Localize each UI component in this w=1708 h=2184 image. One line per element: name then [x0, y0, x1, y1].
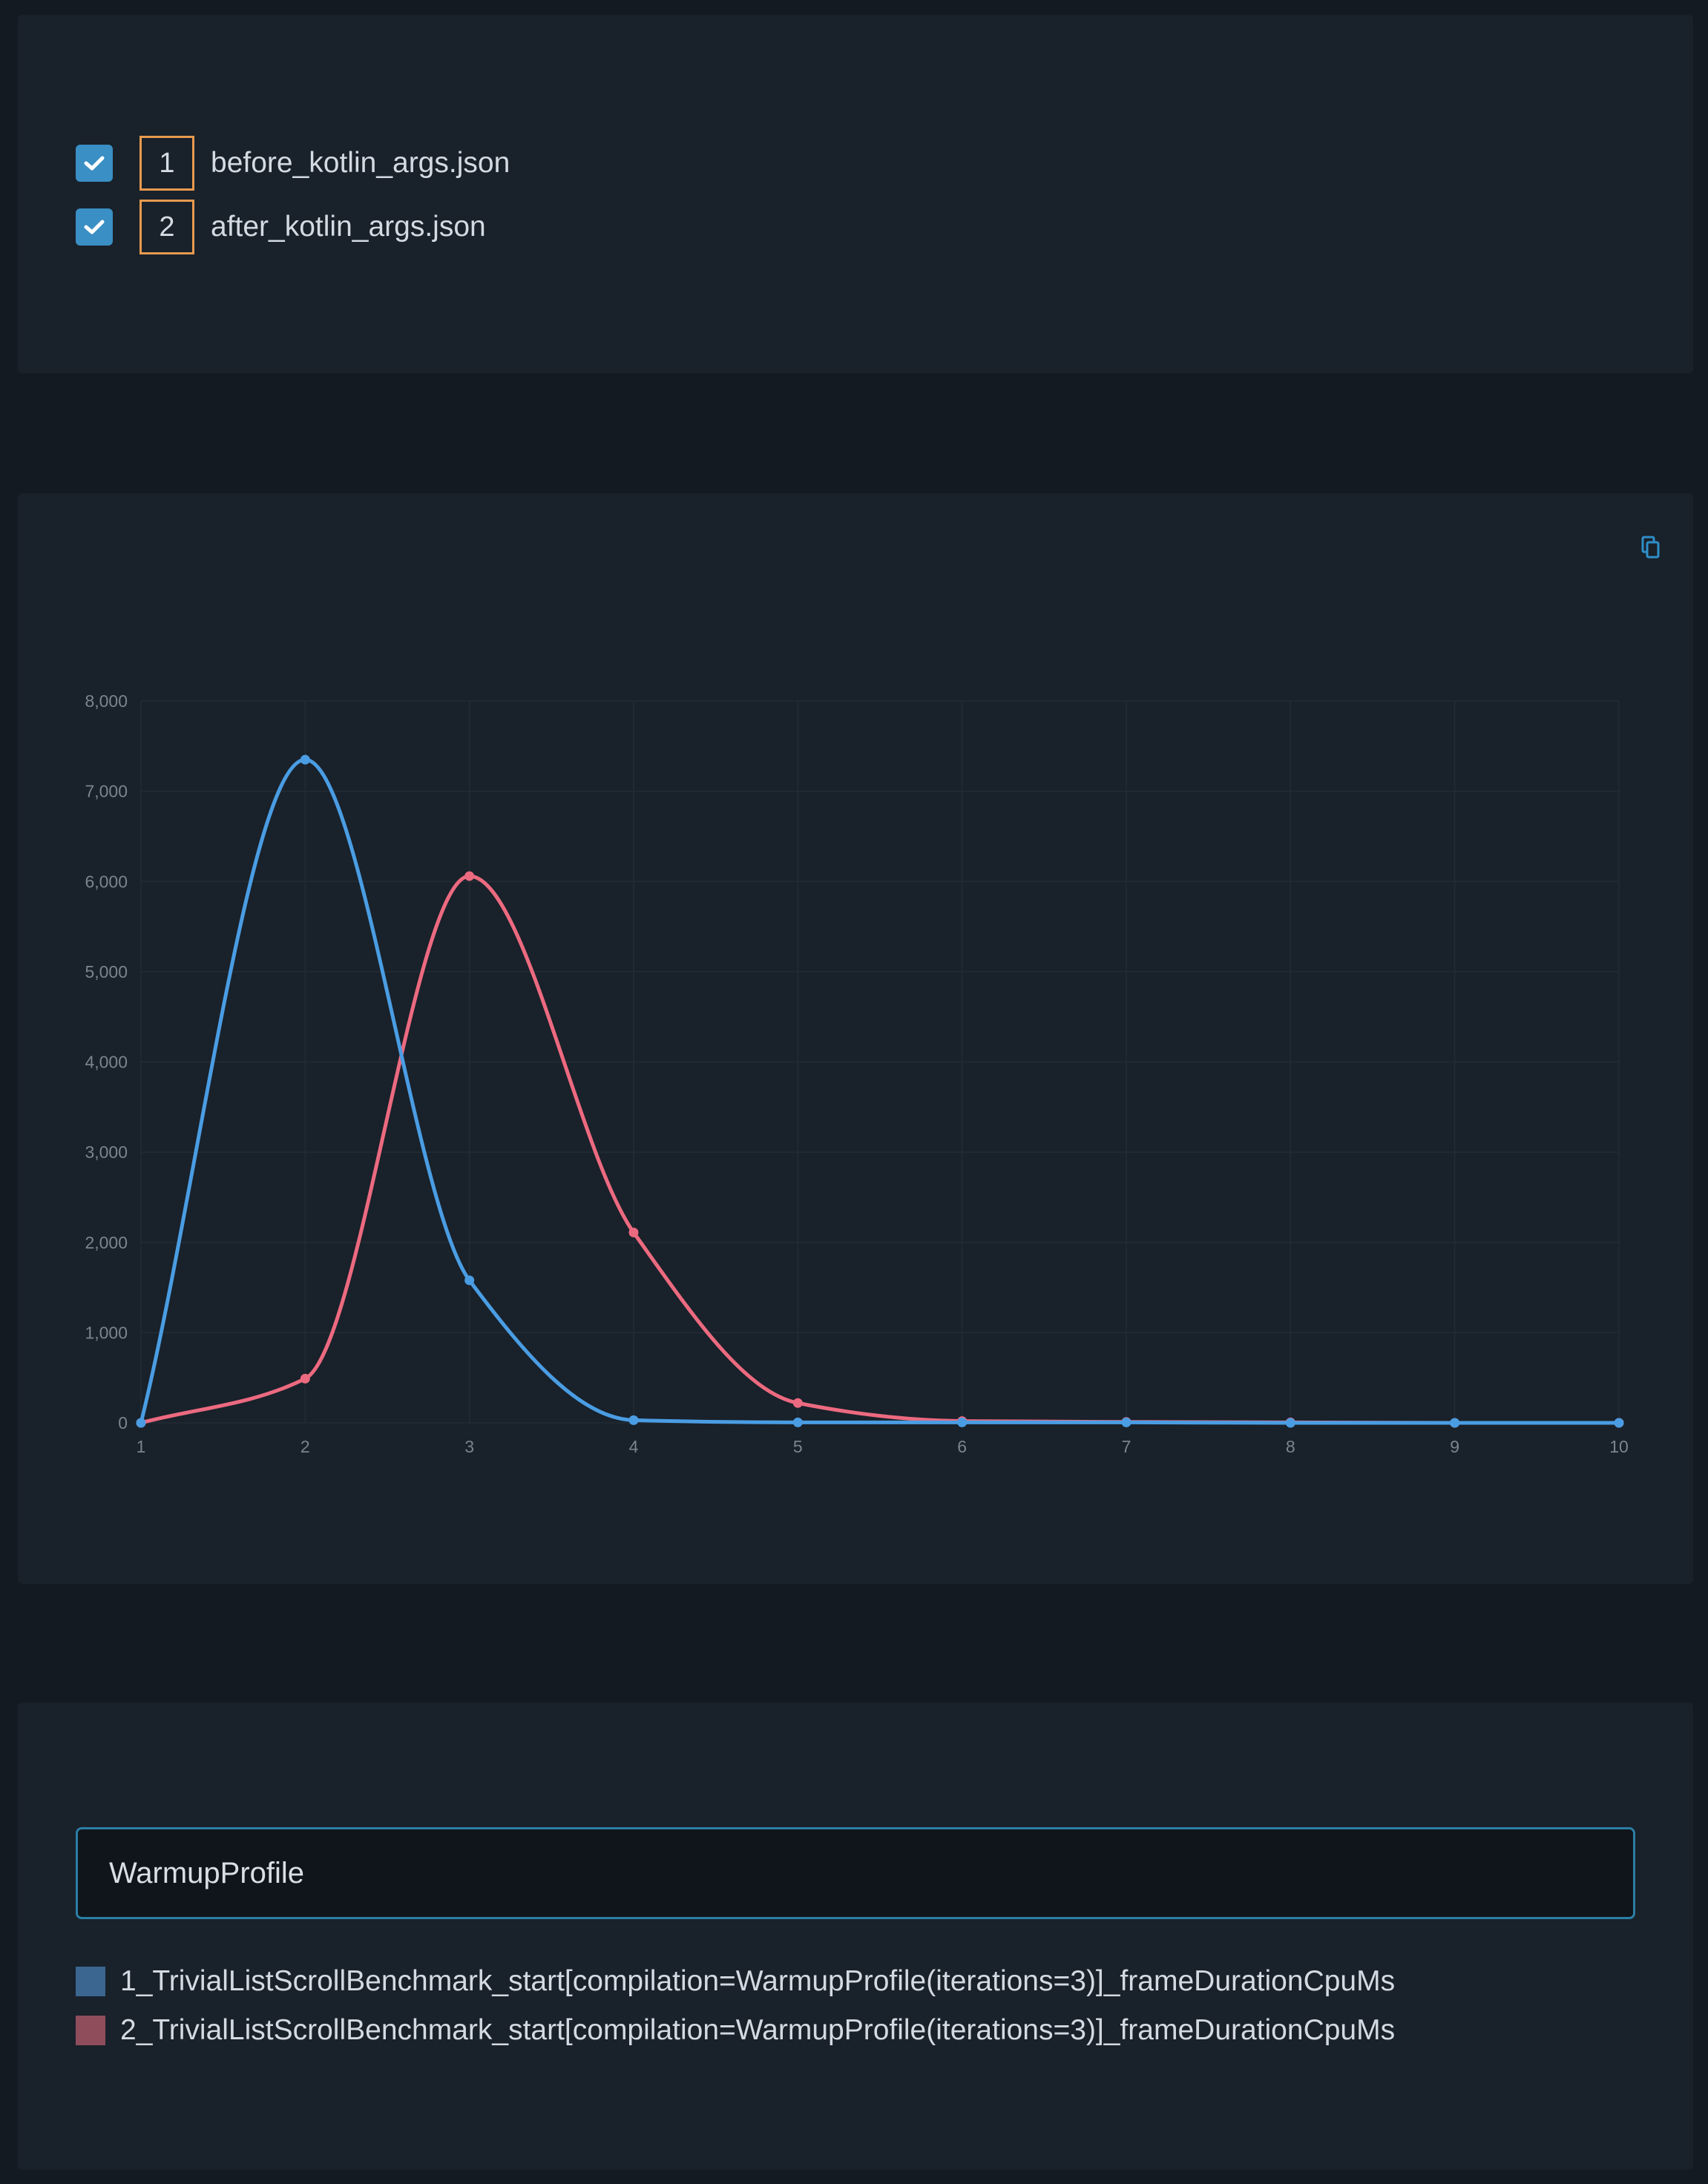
y-tick-label: 5,000	[85, 962, 128, 981]
file-index-badge: 2	[139, 200, 194, 254]
file-1-checkbox[interactable]	[76, 145, 113, 182]
legend-panel: 1_TrivialListScrollBenchmark_start[compi…	[18, 1703, 1693, 2170]
data-point	[792, 1398, 803, 1408]
y-tick-label: 8,000	[85, 691, 128, 711]
x-tick-label: 8	[1286, 1437, 1295, 1456]
x-tick-label: 7	[1122, 1437, 1131, 1456]
legend-item[interactable]: 1_TrivialListScrollBenchmark_start[compi…	[76, 1962, 1395, 2001]
line-chart: 0 1,000 2,000 3,000 4,000 5,000 6,000 7,000 8,00…	[85, 691, 1629, 1456]
data-point	[1121, 1417, 1131, 1427]
data-point	[464, 1275, 475, 1286]
series-line-2	[140, 874, 1619, 1425]
x-tick-label: 6	[957, 1437, 967, 1456]
data-point	[464, 871, 475, 881]
data-point	[957, 1417, 968, 1427]
y-tick-label: 0	[118, 1413, 128, 1433]
data-point	[628, 1415, 639, 1425]
file-row: 1 before_kotlin_args.json	[76, 134, 510, 193]
y-tick-label: 6,000	[85, 872, 128, 891]
data-point	[136, 1418, 146, 1428]
x-tick-label: 10	[1609, 1437, 1629, 1456]
files-panel: 1 before_kotlin_args.json 2 after_kotlin…	[18, 15, 1693, 373]
file-row: 2 after_kotlin_args.json	[76, 197, 486, 257]
x-tick-label: 3	[464, 1437, 474, 1456]
check-icon	[84, 220, 105, 234]
legend-swatch	[76, 1967, 105, 1996]
data-point	[628, 1227, 639, 1237]
data-point	[300, 1373, 310, 1384]
data-point	[1614, 1418, 1624, 1428]
file-name: before_kotlin_args.json	[211, 147, 510, 179]
data-point	[792, 1417, 803, 1427]
legend-swatch	[76, 2016, 105, 2045]
x-tick-label: 4	[629, 1437, 639, 1456]
data-point	[1450, 1418, 1460, 1428]
legend-label: 2_TrivialListScrollBenchmark_start[compi…	[120, 2014, 1396, 2046]
legend-label: 1_TrivialListScrollBenchmark_start[compi…	[120, 1965, 1396, 1997]
x-tick-label: 1	[137, 1437, 146, 1456]
y-tick-label: 2,000	[85, 1233, 128, 1252]
x-tick-label: 2	[300, 1437, 310, 1456]
y-tick-label: 1,000	[85, 1323, 128, 1342]
file-name: after_kotlin_args.json	[211, 211, 486, 243]
file-index-badge: 1	[139, 136, 194, 191]
y-tick-label: 4,000	[85, 1053, 128, 1072]
legend-item[interactable]: 2_TrivialListScrollBenchmark_start[compi…	[76, 2011, 1395, 2050]
y-tick-label: 3,000	[85, 1142, 128, 1162]
series-line-1	[139, 757, 1619, 1425]
copy-icon[interactable]	[1641, 536, 1661, 559]
file-2-checkbox[interactable]	[76, 208, 113, 246]
x-tick-label: 5	[793, 1437, 803, 1456]
x-tick-label: 9	[1450, 1437, 1459, 1456]
check-icon	[84, 156, 105, 171]
y-tick-label: 7,000	[85, 782, 128, 801]
data-point	[300, 754, 310, 765]
data-point	[1285, 1418, 1295, 1428]
filter-input[interactable]	[76, 1827, 1635, 1919]
chart-panel: 0 1,000 2,000 3,000 4,000 5,000 6,000 7,000 8,00…	[18, 493, 1693, 1584]
